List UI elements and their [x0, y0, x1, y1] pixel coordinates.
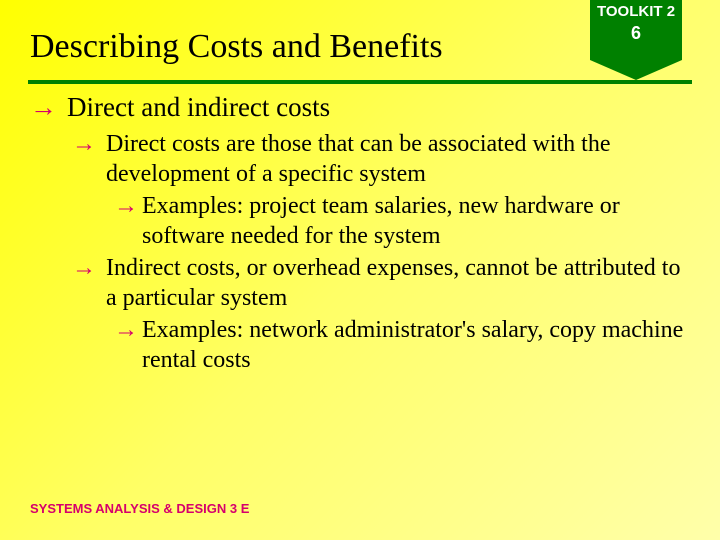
badge-line-1: TOOLKIT 2 [590, 2, 682, 22]
bullet-text: Indirect costs, or overhead expenses, ca… [106, 253, 690, 313]
arrow-icon: → [72, 129, 96, 159]
bullet-level-3: → Examples: project team salaries, new h… [114, 191, 690, 251]
arrow-icon: → [114, 191, 138, 221]
toolkit-badge: TOOLKIT 2 6 [590, 0, 682, 60]
bullet-text: Direct and indirect costs [67, 92, 690, 123]
bullet-level-3: → Examples: network administrator's sala… [114, 315, 690, 375]
badge-line-2: 6 [590, 22, 682, 44]
title-divider [28, 80, 692, 84]
bullet-text: Direct costs are those that can be assoc… [106, 129, 690, 189]
arrow-icon: → [30, 92, 57, 123]
slide-title: Describing Costs and Benefits [30, 28, 443, 66]
bullet-level-1: → Direct and indirect costs [30, 92, 690, 123]
arrow-icon: → [72, 253, 96, 283]
footer-text: SYSTEMS ANALYSIS & DESIGN 3 E [30, 501, 249, 516]
bullet-level-2: → Direct costs are those that can be ass… [72, 129, 690, 189]
slide-content: → Direct and indirect costs → Direct cos… [30, 92, 690, 377]
bullet-text: Examples: project team salaries, new har… [142, 191, 690, 251]
bullet-level-2: → Indirect costs, or overhead expenses, … [72, 253, 690, 313]
arrow-icon: → [114, 315, 138, 345]
bullet-text: Examples: network administrator's salary… [142, 315, 690, 375]
